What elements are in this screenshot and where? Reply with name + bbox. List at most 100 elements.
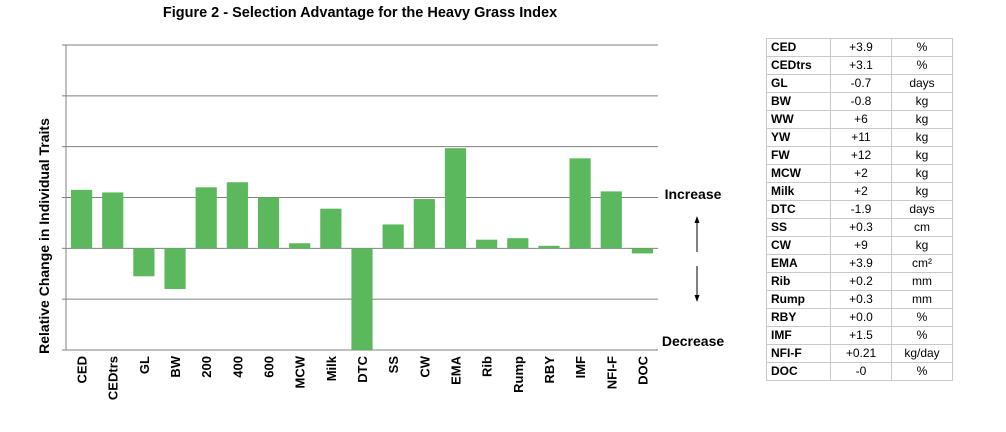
- x-tick-label: 400: [230, 356, 245, 378]
- x-tick-label: 600: [262, 356, 277, 378]
- value-cell: +2: [830, 164, 892, 183]
- table-row: YW +11 kg: [766, 128, 953, 147]
- table-row: GL -0.7 days: [766, 74, 953, 93]
- unit-cell: kg: [891, 110, 953, 129]
- table-row: FW +12 kg: [766, 146, 953, 165]
- trait-cell: DOC: [766, 362, 831, 381]
- x-tick-label: Rump: [511, 356, 526, 393]
- table-row: IMF +1.5%: [766, 326, 953, 345]
- trait-cell: SS: [766, 218, 831, 237]
- value-cell: -0.8: [830, 92, 892, 111]
- unit-cell: kg: [891, 236, 953, 255]
- x-tick-label: NFI-F: [604, 356, 619, 389]
- trait-table: CED +3.9% CEDtrs +3.1% GL -0.7 days BW -0.8 kg WW +…: [766, 38, 953, 381]
- bar-cw: [413, 199, 435, 249]
- bar-600: [257, 197, 280, 249]
- bar-nfi-f: [600, 191, 622, 249]
- table-row: DTC -1.9 days: [766, 200, 953, 219]
- bar-gl: [133, 248, 155, 277]
- unit-cell: kg: [891, 182, 953, 201]
- increase-arrowhead: [694, 216, 700, 223]
- x-tick-label: DOC: [635, 355, 650, 385]
- trait-cell: RBY: [766, 308, 831, 327]
- value-cell: +2: [830, 182, 892, 201]
- value-cell: +3.9: [830, 38, 892, 57]
- trait-cell: DTC: [766, 200, 831, 219]
- table-row: Rib +0.2 mm: [766, 272, 953, 291]
- bar-imf: [569, 158, 591, 249]
- x-tick-label: RBY: [542, 356, 557, 384]
- trait-cell: FW: [766, 146, 831, 165]
- unit-cell: kg: [891, 128, 953, 147]
- x-tick-label: SS: [386, 356, 401, 374]
- unit-cell: %: [891, 308, 953, 327]
- trait-cell: CED: [766, 38, 831, 57]
- x-tick-label: Rib: [480, 356, 495, 377]
- unit-cell: kg: [891, 164, 953, 183]
- x-tick-label: GL: [137, 356, 152, 374]
- table-row: WW +6 kg: [766, 110, 953, 129]
- table-row: SS +0.3 cm: [766, 218, 953, 237]
- increase-label: Increase: [664, 186, 722, 202]
- table-row: NFI-F +0.21 kg/day: [766, 344, 953, 363]
- bar-rby: [538, 245, 560, 249]
- x-tick-label: IMF: [573, 356, 588, 378]
- table-row: MCW +2 kg: [766, 164, 953, 183]
- table-row: BW -0.8 kg: [766, 92, 953, 111]
- value-cell: +1.5: [830, 326, 892, 345]
- x-tick-label: Milk: [324, 355, 339, 381]
- table-row: CEDtrs +3.1%: [766, 56, 953, 75]
- unit-cell: kg/day: [891, 344, 953, 363]
- bar-cedtrs: [102, 192, 124, 249]
- trait-cell: CW: [766, 236, 831, 255]
- x-tick-labels: CED CEDtrs GL BW 200 400 600 MCW Milk DTC SS CW EMA R…: [75, 355, 651, 400]
- value-cell: +0.3: [830, 218, 892, 237]
- trait-cell: MCW: [766, 164, 831, 183]
- trait-cell: YW: [766, 128, 831, 147]
- value-cell: +3.1: [830, 56, 892, 75]
- table-row: Milk +2 kg: [766, 182, 953, 201]
- value-cell: +0.3: [830, 290, 892, 309]
- table-row: CW +9 kg: [766, 236, 953, 255]
- trait-cell: Milk: [766, 182, 831, 201]
- x-tick-label: 200: [199, 356, 214, 378]
- unit-cell: kg: [891, 92, 953, 111]
- unit-cell: cm²: [891, 254, 953, 273]
- value-cell: +0.2: [830, 272, 892, 291]
- x-tick-label: CW: [417, 355, 432, 377]
- bar-ss: [382, 224, 404, 249]
- unit-cell: %: [891, 326, 953, 345]
- bar-dtc: [351, 248, 373, 350]
- trait-cell: NFI-F: [766, 344, 831, 363]
- value-cell: -0.7: [830, 74, 892, 93]
- trait-cell: BW: [766, 92, 831, 111]
- bar-bw: [164, 248, 186, 289]
- bar-rib: [476, 239, 498, 249]
- table-row: Rump +0.3 mm: [766, 290, 953, 309]
- x-tick-label: EMA: [448, 355, 463, 385]
- decrease-label: Decrease: [661, 333, 725, 349]
- table-row: CED +3.9%: [766, 38, 953, 57]
- trait-cell: GL: [766, 74, 831, 93]
- unit-cell: kg: [891, 146, 953, 165]
- unit-cell: mm: [891, 290, 953, 309]
- trait-cell: EMA: [766, 254, 831, 273]
- x-tick-label: BW: [168, 355, 183, 377]
- value-cell: -0: [830, 362, 892, 381]
- bar-200: [195, 187, 217, 249]
- value-cell: +6: [830, 110, 892, 129]
- trait-cell: Rump: [766, 290, 831, 309]
- value-cell: +9: [830, 236, 892, 255]
- trait-cell: IMF: [766, 326, 831, 345]
- bar-ema: [444, 148, 467, 249]
- x-tick-label: MCW: [293, 355, 308, 388]
- bar-rump: [507, 238, 529, 249]
- value-cell: +0.21: [830, 344, 892, 363]
- table-row: DOC -0%: [766, 362, 953, 381]
- trait-table-body: CED +3.9% CEDtrs +3.1% GL -0.7 days BW -0.8 kg WW +…: [766, 38, 953, 381]
- bar-mcw: [289, 243, 311, 249]
- unit-cell: %: [891, 56, 953, 75]
- unit-cell: %: [891, 362, 953, 381]
- trait-cell: CEDtrs: [766, 56, 831, 75]
- x-tick-label: CED: [75, 356, 90, 383]
